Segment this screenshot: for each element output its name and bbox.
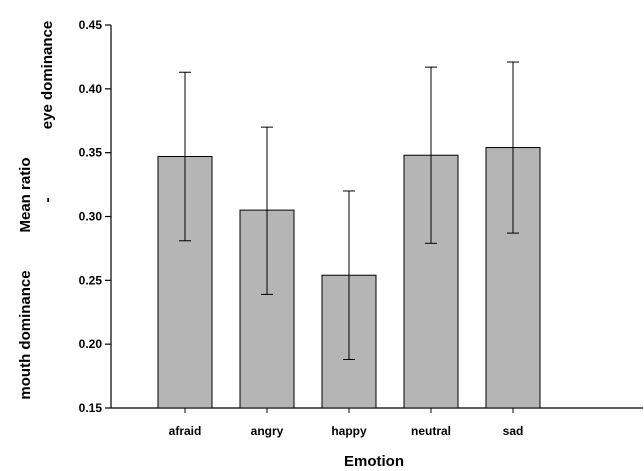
y-tick-label: 0.35 bbox=[79, 146, 103, 160]
x-tick-label-happy: happy bbox=[331, 424, 367, 438]
y-axis-title-center: Mean ratio bbox=[17, 157, 34, 232]
y-axis-title: mouth dominance Mean ratio - eye dominan… bbox=[17, 21, 56, 400]
y-tick-label: 0.15 bbox=[79, 401, 103, 415]
x-tick-label-afraid: afraid bbox=[169, 424, 202, 438]
x-tick-label-sad: sad bbox=[503, 424, 524, 438]
x-tick-label-neutral: neutral bbox=[411, 424, 451, 438]
y-axis-title-eye: eye dominance bbox=[39, 21, 56, 129]
x-tick-label-angry: angry bbox=[251, 424, 284, 438]
y-tick-label: 0.20 bbox=[79, 337, 103, 351]
y-tick-label: 0.30 bbox=[79, 210, 103, 224]
y-axis-title-dash: - bbox=[39, 198, 56, 203]
y-tick-label: 0.45 bbox=[79, 18, 103, 32]
y-tick-label: 0.40 bbox=[79, 82, 103, 96]
x-axis-title: Emotion bbox=[344, 453, 404, 470]
plot-area: 0.15 0.20 0.25 0.30 0.35 0.40 0.45 afraid angry h… bbox=[79, 18, 643, 438]
y-axis-title-mouth: mouth dominance bbox=[17, 270, 34, 399]
y-tick-label: 0.25 bbox=[79, 273, 103, 287]
